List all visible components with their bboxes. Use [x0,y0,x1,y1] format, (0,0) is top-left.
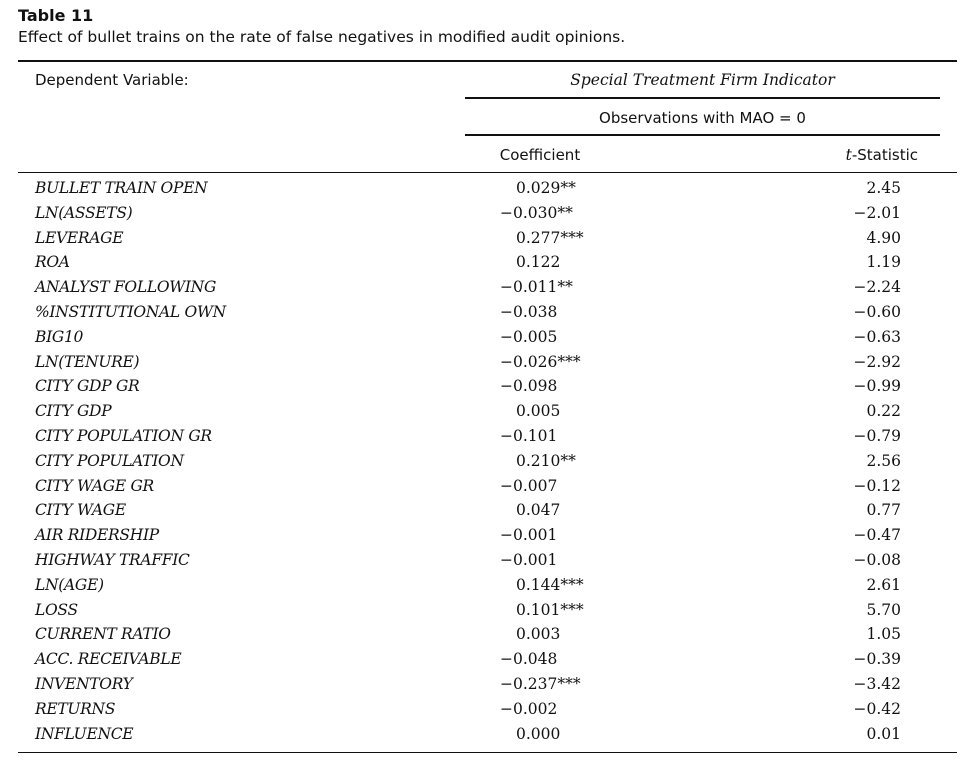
header-bottom-rule [18,172,957,173]
row-t-statistic: −0.39 [853,650,902,669]
row-t-statistic: 5.70 [866,600,901,619]
dependent-variable-value: Special Treatment Firm Indicator [570,71,835,89]
row-coefficient: 0.000 [516,724,561,743]
row-coefficient: 0.144*** [516,575,584,594]
dependent-variable-rule [465,97,940,99]
row-t-statistic: −0.60 [853,303,902,321]
row-variable: LN(TENURE) [35,352,140,371]
row-t-statistic: 0.01 [866,724,901,743]
row-coefficient: −0.030** [500,203,573,222]
row-variable: LN(ASSETS) [35,203,133,222]
row-coefficient: −0.005 [500,327,558,346]
row-variable: LOSS [35,600,78,619]
row-coefficient: 0.047 [516,501,561,520]
row-coefficient: −0.237*** [500,675,581,693]
row-t-statistic: −0.79 [853,427,902,445]
row-variable: BIG10 [35,327,84,346]
row-t-statistic: 2.56 [866,451,901,470]
row-variable: RETURNS [35,699,116,718]
row-t-statistic: −0.08 [853,551,902,569]
row-coefficient: −0.011** [500,278,573,297]
row-coefficient: 0.003 [516,625,561,644]
row-coefficient: −0.001 [500,526,558,545]
coefficient-header: Coefficient [499,146,581,164]
row-variable: BULLET TRAIN OPEN [35,179,208,197]
row-variable: CITY POPULATION GR [35,427,212,445]
row-t-statistic: 1.19 [866,253,901,272]
row-t-statistic: 1.05 [866,625,901,644]
t-statistic-header-italic: t [845,146,852,164]
row-coefficient: 0.029** [516,179,576,197]
row-variable: INFLUENCE [35,724,134,743]
t-statistic-header: t-Statistic [846,145,918,165]
table-title-block: Table 11 Effect of bullet trains on the … [18,6,625,48]
row-t-statistic: −0.47 [853,526,902,545]
row-t-statistic: −0.63 [853,327,902,346]
row-t-statistic: −3.42 [853,675,902,693]
row-t-statistic: 2.61 [866,575,901,594]
row-t-statistic: 0.22 [866,402,901,421]
row-variable: CITY POPULATION [35,451,184,470]
row-coefficient: 0.122 [516,253,561,272]
row-t-statistic: 2.45 [866,179,901,197]
row-coefficient: −0.007 [500,476,558,495]
row-t-statistic: −2.01 [853,203,902,222]
dependent-variable-label: Dependent Variable: [35,71,189,89]
row-coefficient: 0.210** [516,451,576,470]
row-variable: CITY WAGE [35,501,126,520]
row-variable: CITY GDP GR [35,377,140,396]
row-coefficient: −0.026*** [500,352,581,371]
row-coefficient: −0.002 [500,699,558,718]
row-coefficient: 0.101*** [516,600,584,619]
row-variable: %INSTITUTIONAL OWN [35,303,226,321]
row-coefficient: −0.038 [500,303,558,321]
row-variable: CITY WAGE GR [35,476,154,495]
row-variable: INVENTORY [35,675,133,693]
row-variable: ANALYST FOLLOWING [35,278,217,297]
row-variable: AIR RIDERSHIP [35,526,159,545]
row-coefficient: −0.001 [500,551,558,569]
row-variable: ROA [35,253,70,272]
row-t-statistic: −0.42 [853,699,902,718]
body-bottom-rule [18,752,957,753]
sample-rule [465,134,940,136]
sample-label: Observations with MAO = 0 [599,109,806,127]
row-variable: CURRENT RATIO [35,625,171,644]
row-t-statistic: −0.99 [853,377,902,396]
row-t-statistic: 4.90 [866,228,901,247]
row-coefficient: −0.048 [500,650,558,669]
row-t-statistic: −2.92 [853,352,902,371]
t-statistic-header-suffix: -Statistic [851,146,918,164]
row-variable: HIGHWAY TRAFFIC [35,551,190,569]
row-variable: LEVERAGE [35,228,124,247]
row-t-statistic: −2.24 [853,278,902,297]
row-variable: ACC. RECEIVABLE [35,650,182,669]
row-coefficient: 0.277*** [516,228,584,247]
row-coefficient: 0.005 [516,402,561,421]
row-t-statistic: 0.77 [866,501,901,520]
table-label: Table 11 [18,6,94,25]
top-rule [18,60,957,62]
row-coefficient: −0.098 [500,377,558,396]
row-variable: CITY GDP [35,402,112,421]
row-t-statistic: −0.12 [853,476,902,495]
row-coefficient: −0.101 [500,427,558,445]
table-caption: Effect of bullet trains on the rate of f… [18,28,626,46]
row-variable: LN(AGE) [35,575,104,594]
